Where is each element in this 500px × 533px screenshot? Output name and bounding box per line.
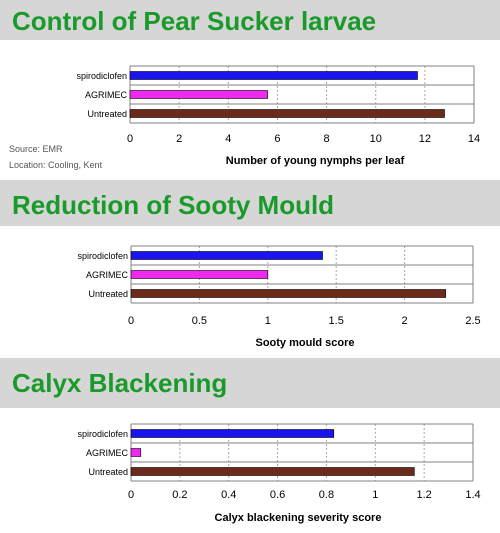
tick-label: 0 (128, 489, 134, 501)
bar-agrimec (130, 448, 142, 457)
chart-1-panel: spirodiclofen AGRIMEC Untreated 0 2 4 6 8 10 12 14… (0, 40, 500, 180)
category-label: Untreated (88, 289, 128, 299)
chart-3-title-banner: Calyx Blackening (0, 358, 500, 408)
tick-label: 0 (128, 315, 134, 327)
tick-label: 2.5 (465, 315, 480, 327)
x-axis-label: Calyx blackening severity score (215, 512, 382, 524)
tick-label: 1.2 (416, 489, 431, 501)
category-label: Untreated (87, 109, 127, 119)
tick-label: 0.8 (319, 489, 334, 501)
tick-label: 0.5 (192, 315, 207, 327)
category-label: AGRIMEC (85, 90, 128, 100)
tick-label: 0.6 (270, 489, 285, 501)
bar-spirodiclofen (130, 251, 323, 260)
chart-2-svg: spirodiclofen AGRIMEC Untreated 0 0.5 1 1.5 2 2.… (77, 245, 481, 349)
chart-2-title-banner: Reduction of Sooty Mould (0, 180, 500, 226)
chart-3-svg: spirodiclofen AGRIMEC Untreated 0 0.2 0.4 0.6 0… (77, 423, 481, 524)
x-axis-label: Number of young nymphs per leaf (226, 155, 405, 167)
chart-1-svg: spirodiclofen AGRIMEC Untreated 0 2 4 6 8 10 12 14… (76, 65, 480, 167)
bar-untreated (129, 109, 445, 118)
tick-label: 6 (274, 133, 280, 145)
tick-label: 0.4 (221, 489, 236, 501)
category-label: AGRIMEC (86, 448, 129, 458)
bar-agrimec (129, 90, 268, 99)
bar-spirodiclofen (129, 71, 418, 80)
chart-2-title: Reduction of Sooty Mould (12, 190, 335, 220)
category-label: Untreated (88, 467, 128, 477)
tick-label: 0.2 (172, 489, 187, 501)
tick-label: 10 (370, 133, 382, 145)
category-label: spirodiclofen (76, 71, 127, 81)
bar-spirodiclofen (130, 429, 335, 438)
chart-1-title-banner: Control of Pear Sucker larvae (0, 0, 500, 40)
category-label: AGRIMEC (86, 270, 129, 280)
tick-label: 0 (127, 133, 133, 145)
tick-label: 1 (372, 489, 378, 501)
tick-label: 14 (468, 133, 480, 145)
bar-untreated (130, 467, 415, 476)
tick-label: 1.5 (329, 315, 344, 327)
tick-label: 1 (265, 315, 271, 327)
tick-label: 1.4 (465, 489, 480, 501)
chart-1-title: Control of Pear Sucker larvae (12, 6, 377, 36)
tick-label: 2 (402, 315, 408, 327)
bar-agrimec (130, 270, 269, 279)
location-note: Location: Cooling, Kent (9, 160, 103, 170)
bar-untreated (130, 289, 446, 298)
chart-3-panel: spirodiclofen AGRIMEC Untreated 0 0.2 0.4 0.6 0… (0, 408, 500, 528)
chart-3-title: Calyx Blackening (12, 368, 228, 398)
source-note: Source: EMR (9, 144, 63, 154)
tick-label: 8 (324, 133, 330, 145)
chart-2-panel: spirodiclofen AGRIMEC Untreated 0 0.5 1 1.5 2 2.… (0, 226, 500, 358)
x-axis-label: Sooty mould score (255, 337, 354, 349)
tick-label: 12 (419, 133, 431, 145)
category-label: spirodiclofen (77, 251, 128, 261)
tick-label: 4 (225, 133, 231, 145)
tick-label: 2 (176, 133, 182, 145)
category-label: spirodiclofen (77, 429, 128, 439)
